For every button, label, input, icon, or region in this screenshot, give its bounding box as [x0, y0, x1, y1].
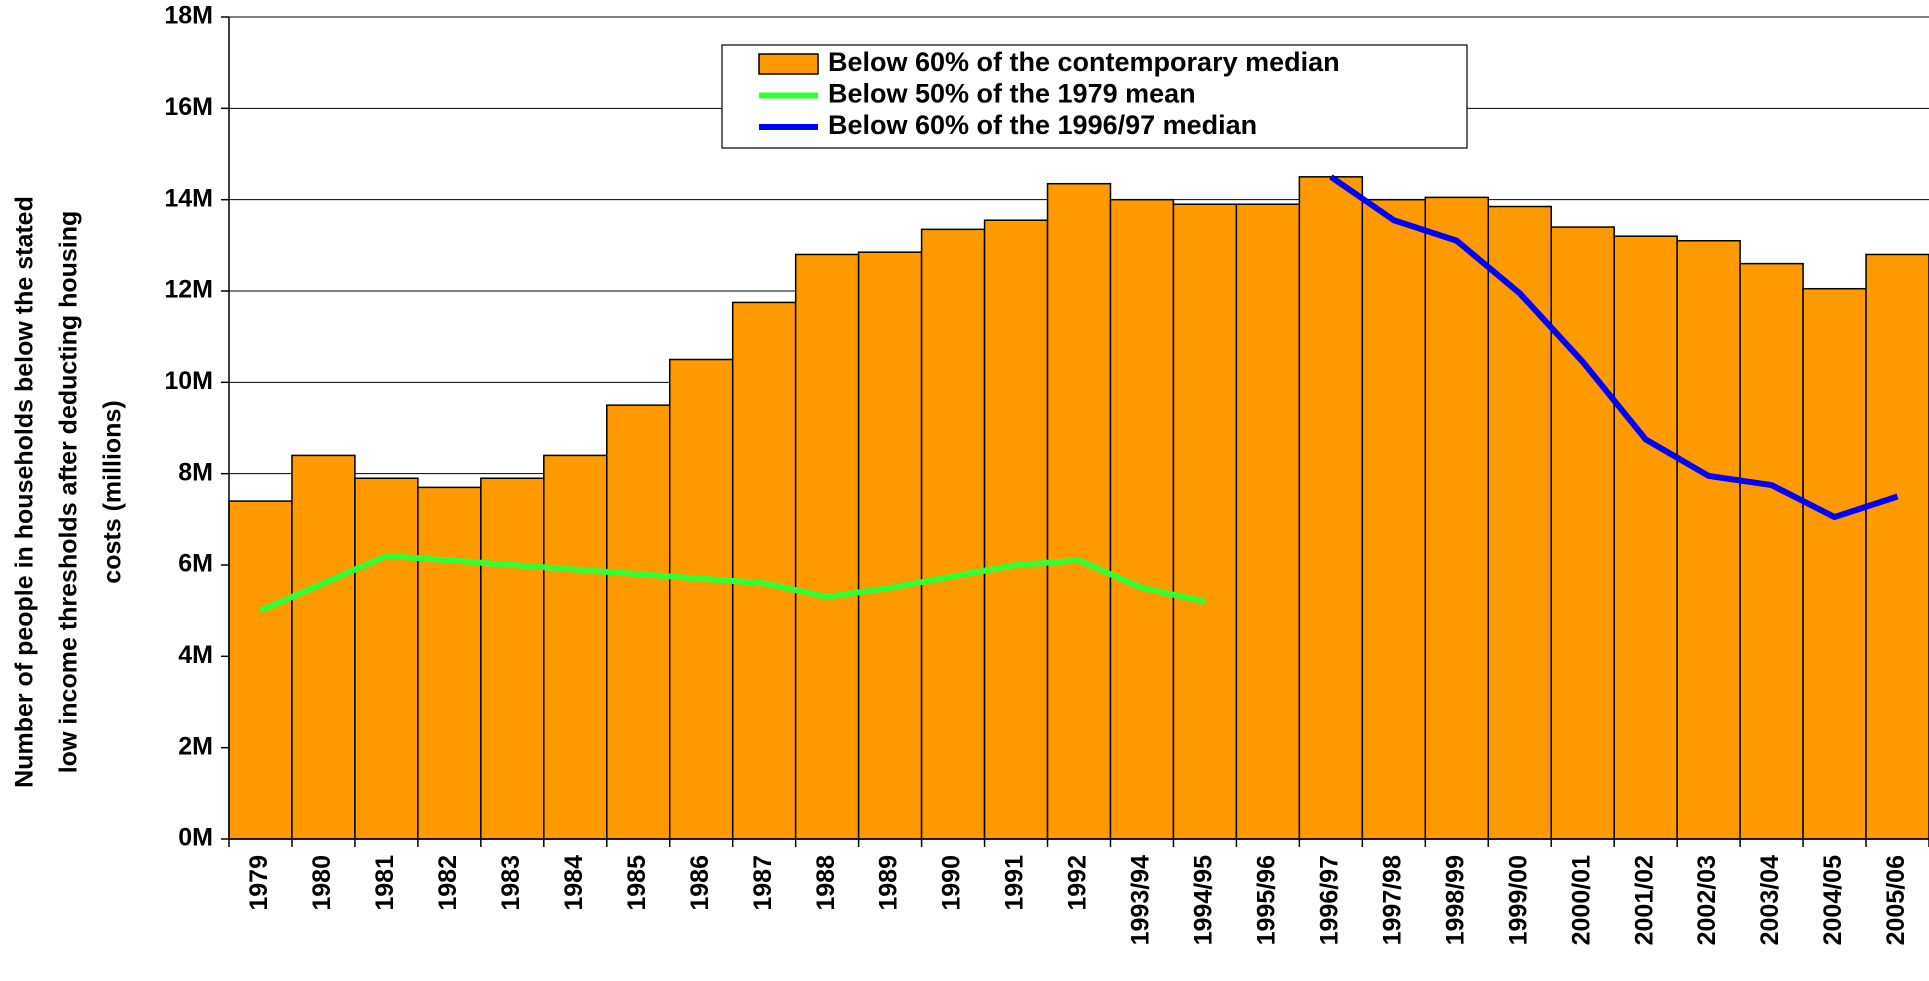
- bar: [983, 219, 1049, 840]
- bar: [857, 251, 923, 840]
- bar: [1550, 226, 1615, 840]
- bar: [606, 404, 671, 840]
- bar: [1613, 235, 1678, 840]
- x-tick-label: 1979: [245, 855, 273, 911]
- y-tick-label: 0M: [178, 824, 213, 852]
- y-tick-label: 2M: [178, 732, 213, 760]
- legend-label: Below 60% of the contemporary median: [828, 47, 1340, 77]
- x-tick-label: 1993/94: [1127, 855, 1155, 945]
- y-tick-label: 4M: [178, 641, 213, 669]
- x-tick-label: 1996/97: [1315, 855, 1343, 945]
- x-tick-label: 2001/02: [1630, 855, 1658, 945]
- y-tick-label: 10M: [164, 367, 213, 395]
- bar: [1865, 253, 1929, 840]
- y-tick-label: 12M: [164, 276, 213, 304]
- x-tick-label: 1981: [371, 855, 399, 911]
- bar: [1109, 198, 1175, 840]
- y-tick-label: 18M: [164, 2, 213, 30]
- line: [259, 552, 1206, 614]
- bar: [228, 500, 293, 840]
- x-tick-label: 1997/98: [1378, 855, 1406, 945]
- bar: [1424, 196, 1490, 840]
- bar: [480, 477, 545, 840]
- bar: [1172, 203, 1238, 840]
- y-tick-label: 6M: [178, 550, 213, 578]
- y-axis-title: costs (millions): [99, 400, 127, 583]
- y-tick-label: 16M: [164, 93, 213, 121]
- x-tick-label: 2003/04: [1756, 855, 1784, 945]
- bar: [1487, 205, 1552, 840]
- x-tick-label: 2000/01: [1567, 855, 1595, 945]
- bar: [1235, 203, 1301, 840]
- bar: [731, 301, 797, 840]
- bar: [920, 228, 986, 840]
- bar: [1802, 287, 1867, 840]
- bar: [1361, 198, 1427, 840]
- x-tick-label: 1986: [686, 855, 714, 911]
- x-tick-label: 2002/03: [1693, 855, 1721, 945]
- bar: [668, 358, 734, 840]
- y-axis-title: low income thresholds after deducting ho…: [55, 211, 83, 774]
- x-tick-label: 1984: [560, 855, 588, 911]
- x-tick-label: 1992: [1064, 855, 1092, 911]
- bar: [1676, 240, 1741, 840]
- y-axis-title: Number of people in households below the…: [11, 196, 39, 788]
- x-tick-label: 1982: [434, 855, 462, 911]
- x-tick-label: 1998/99: [1441, 855, 1469, 945]
- bar: [354, 477, 419, 840]
- legend-label: Below 50% of the 1979 mean: [828, 79, 1196, 109]
- x-tick-label: 1990: [938, 855, 966, 911]
- x-tick-label: 1983: [497, 855, 525, 911]
- bar: [417, 486, 482, 840]
- x-tick-label: 2004/05: [1819, 855, 1847, 945]
- x-tick-label: 1995/96: [1252, 855, 1280, 945]
- x-tick-label: 1991: [1001, 855, 1029, 911]
- legend: Below 60% of the contemporary medianBelo…: [721, 44, 1468, 149]
- x-tick-label: 1985: [623, 855, 651, 911]
- line: [1329, 174, 1899, 521]
- x-tick-label: 1999/00: [1504, 855, 1532, 945]
- bar: [291, 454, 356, 840]
- x-tick-label: 1987: [749, 855, 777, 911]
- y-tick-label: 14M: [164, 184, 213, 212]
- x-tick-label: 1988: [812, 855, 840, 911]
- bar: [1739, 262, 1804, 840]
- legend-label: Below 60% of the 1996/97 median: [828, 110, 1257, 140]
- bar: [1046, 182, 1112, 840]
- bar: [543, 454, 608, 840]
- x-tick-label: 1989: [875, 855, 903, 911]
- bar: [1298, 176, 1364, 840]
- legend-swatch: [758, 53, 819, 75]
- bar: [794, 253, 860, 840]
- x-tick-label: 1980: [308, 855, 336, 911]
- x-tick-label: 1994/95: [1190, 855, 1218, 945]
- y-tick-label: 8M: [178, 458, 213, 486]
- legend-box: [721, 44, 1468, 149]
- x-tick-label: 2005/06: [1882, 855, 1910, 945]
